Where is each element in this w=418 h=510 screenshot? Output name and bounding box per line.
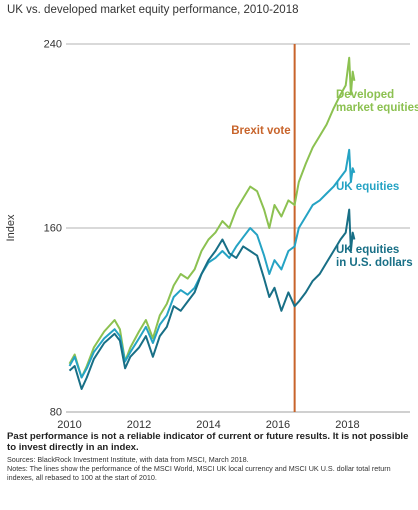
y-tick-label: 160 <box>44 223 62 235</box>
x-tick-label: 2018 <box>335 419 359 430</box>
series-label-3: UK equities in U.S. dollars <box>336 244 413 269</box>
x-tick-label: 2014 <box>196 419 220 430</box>
x-tick-label: 2016 <box>266 419 290 430</box>
y-tick-label: 240 <box>44 39 62 51</box>
notes-text: Notes: The lines show the performance of… <box>7 464 391 482</box>
line-chart: 80 160 240 2010 2012 2014 2016 2018 Index Brexit … <box>5 39 418 431</box>
series-label-line: Developed <box>336 89 394 101</box>
x-tick-label: 2012 <box>127 419 151 430</box>
series-label-2: UK equities <box>336 181 399 193</box>
y-axis-label: Index <box>5 214 17 241</box>
series-label-line: UK equities <box>336 181 399 193</box>
series-label-line: UK equities <box>336 244 399 256</box>
disclaimer: Past performance is not a reliable indic… <box>7 431 409 453</box>
x-tick-label: 2010 <box>57 419 81 430</box>
sources-note: Sources: BlackRock Investment Institute,… <box>7 455 249 464</box>
series-line-2 <box>68 148 356 379</box>
series-label-1: Developed market equities <box>336 89 418 114</box>
brexit-vote-label: Brexit vote <box>231 125 290 137</box>
y-tick-label: 80 <box>50 407 62 419</box>
series-line-1 <box>68 56 356 379</box>
series-line-3 <box>68 208 356 390</box>
chart-title: UK vs. developed market equity performan… <box>7 4 299 16</box>
series-label-line: in U.S. dollars <box>336 257 413 269</box>
series-label-line: market equities <box>336 102 418 114</box>
